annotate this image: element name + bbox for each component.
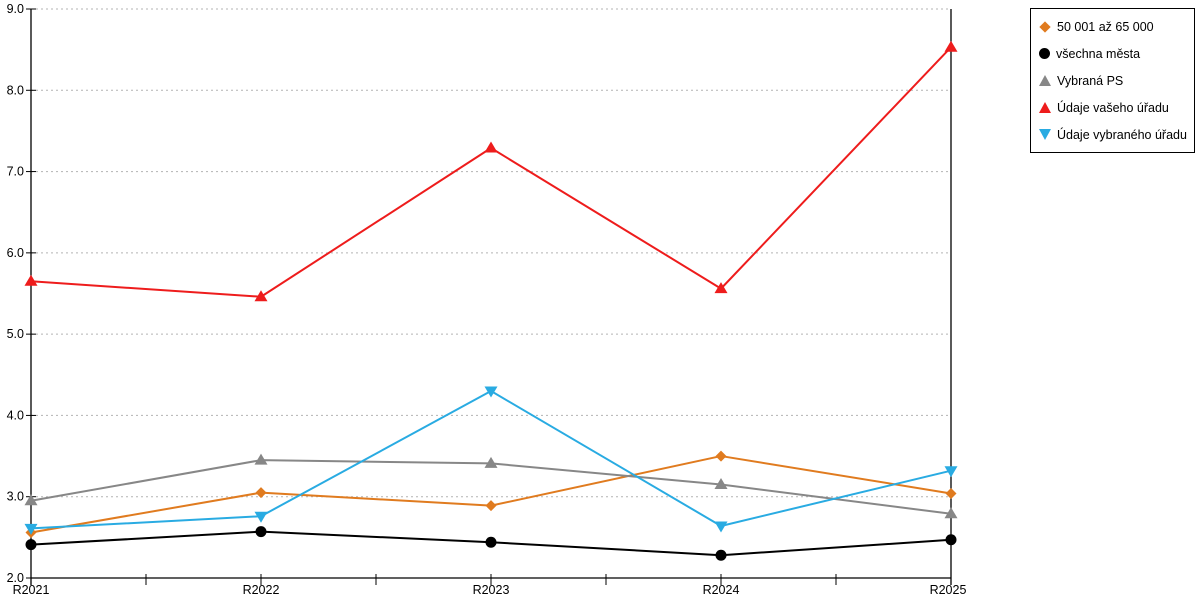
legend-label: všechna města <box>1056 46 1141 61</box>
legend-item-1: všechna města <box>1039 40 1190 67</box>
data-point-triangle-up <box>714 282 728 294</box>
data-point-circle <box>25 539 37 551</box>
y-tick-label: 5.0 <box>7 327 24 341</box>
data-point-diamond <box>485 500 497 512</box>
line-chart: 2.0 3.0 4.0 5.0 6.0 7.0 8.0 9.0 R2021 R2022 R2023 R… <box>7 2 967 597</box>
data-point-triangle-up <box>254 290 268 302</box>
data-point-triangle-up <box>484 456 498 468</box>
y-tick-label: 6.0 <box>7 246 24 260</box>
y-tick-label: 9.0 <box>7 2 24 16</box>
triangle-up-marker-icon <box>1039 102 1051 113</box>
x-tick-label: R2022 <box>243 583 280 597</box>
x-tick-label: R2025 <box>930 583 967 597</box>
y-tick-label: 8.0 <box>7 83 24 97</box>
data-point-triangle-up <box>24 494 38 506</box>
x-tick-label: R2024 <box>703 583 740 597</box>
legend-item-3: Údaje vašeho úřadu <box>1039 94 1190 121</box>
triangle-down-marker-icon <box>1039 129 1051 140</box>
x-tick-label: R2021 <box>13 583 50 597</box>
data-point-triangle-up <box>944 507 958 519</box>
legend-label: Údaje vašeho úřadu <box>1057 100 1169 115</box>
diamond-marker-icon <box>1039 20 1051 33</box>
data-point-triangle-down <box>484 386 498 398</box>
legend-item-2: Vybraná PS <box>1039 67 1190 94</box>
data-point-triangle-up <box>254 453 268 465</box>
y-tick-label: 3.0 <box>7 490 24 504</box>
y-tick-label: 7.0 <box>7 165 24 179</box>
x-tick-label: R2023 <box>473 583 510 597</box>
data-point-diamond <box>715 450 727 462</box>
data-point-triangle-down <box>944 466 958 478</box>
legend-item-4: Údaje vybraného úřadu <box>1039 121 1190 148</box>
legend-item-0: 50 001 až 65 000 <box>1039 13 1190 40</box>
data-point-triangle-up <box>24 274 38 286</box>
data-point-circle <box>485 536 497 548</box>
data-point-triangle-down <box>254 511 268 523</box>
circle-marker-icon <box>1039 48 1050 59</box>
legend-label: Údaje vybraného úřadu <box>1057 127 1187 142</box>
triangle-up-marker-icon <box>1039 75 1051 86</box>
y-tick-label: 2.0 <box>7 571 24 585</box>
y-tick-label: 4.0 <box>7 408 24 422</box>
data-point-triangle-down <box>24 523 38 535</box>
data-point-circle <box>255 526 267 538</box>
data-point-triangle-down <box>714 521 728 533</box>
legend-label: Vybraná PS <box>1057 73 1124 88</box>
data-point-circle <box>715 549 727 561</box>
data-point-diamond <box>255 487 267 499</box>
legend-label: 50 001 až 65 000 <box>1057 19 1154 34</box>
legend: 50 001 až 65 000 všechna města Vybraná PS Ú… <box>1030 8 1195 153</box>
data-point-triangle-up <box>484 141 498 153</box>
data-point-triangle-up <box>944 40 958 52</box>
data-point-circle <box>945 534 957 546</box>
data-point-diamond <box>945 487 957 499</box>
data-point-triangle-up <box>714 478 728 490</box>
